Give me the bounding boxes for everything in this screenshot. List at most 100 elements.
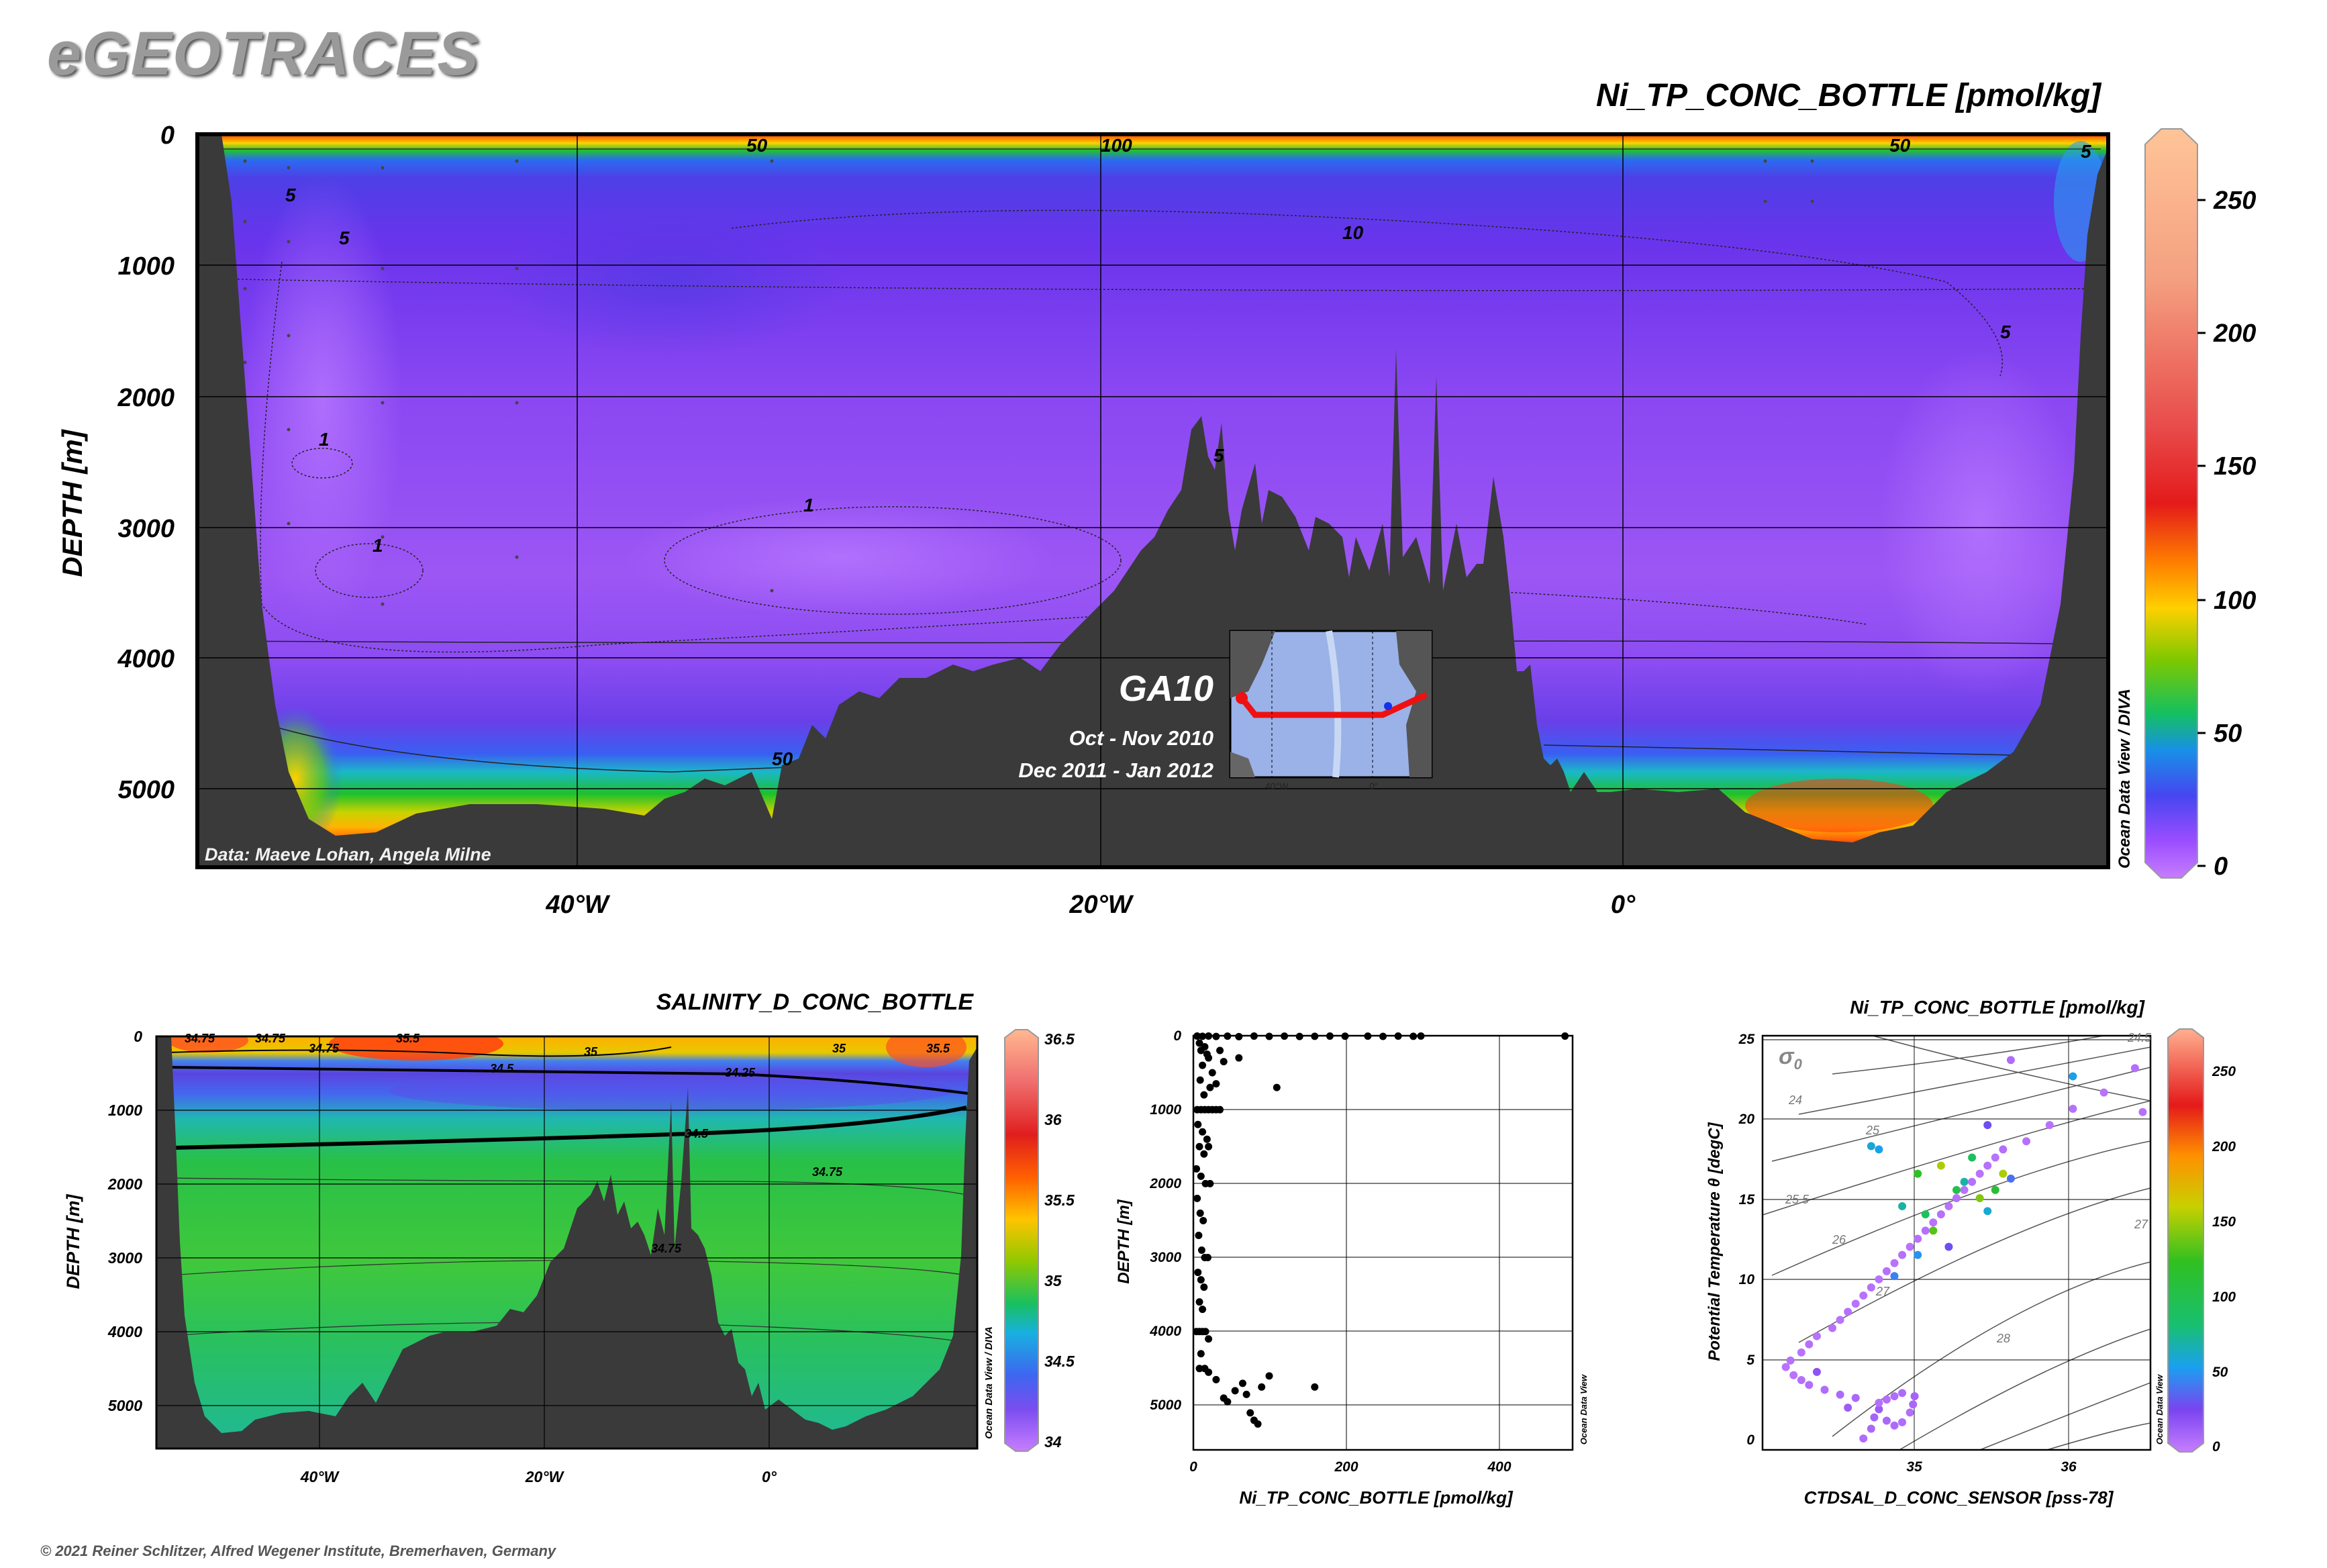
- data-point: [1914, 1234, 1922, 1243]
- data-point: [1205, 1142, 1213, 1150]
- contour-label: 5: [1214, 445, 1224, 466]
- data-point: [1859, 1291, 1868, 1300]
- data-point: [1254, 1420, 1262, 1428]
- sigma-label: σ0: [1779, 1044, 1803, 1073]
- data-point: [1199, 1216, 1207, 1224]
- data-point: [1936, 1210, 1945, 1219]
- data-point: [1975, 1169, 1984, 1178]
- data-point: [1999, 1145, 2008, 1154]
- contour-label: 35.5: [926, 1042, 950, 1055]
- data-point: [1206, 1083, 1214, 1091]
- contour-label: 34.25: [725, 1066, 756, 1079]
- data-point: [1224, 1398, 1232, 1406]
- data-point: [1193, 1194, 1201, 1202]
- y-axis-label: DEPTH [m]: [63, 1193, 83, 1289]
- data-point: [1281, 1032, 1289, 1040]
- data-point: [1196, 1076, 1204, 1084]
- y-tick-label: 4000: [1149, 1324, 1181, 1339]
- data-point: [1194, 1269, 1202, 1277]
- data-point: [1960, 1177, 1969, 1186]
- contour-label: 34.75: [812, 1165, 843, 1179]
- data-point: [1844, 1404, 1852, 1412]
- odv-note: Ocean Data View: [1579, 1374, 1589, 1444]
- inset-period-1: Oct - Nov 2010: [1069, 726, 1214, 750]
- data-point: [1820, 1385, 1829, 1394]
- data-point: [1193, 1165, 1201, 1173]
- data-point: [1851, 1393, 1860, 1402]
- y-tick-label: 0: [1746, 1432, 1754, 1448]
- data-point: [1789, 1371, 1798, 1379]
- data-point: [1968, 1153, 1977, 1162]
- data-point: [1812, 1332, 1821, 1340]
- y-tick-label: 1000: [108, 1101, 142, 1119]
- data-point: [1201, 1328, 1209, 1336]
- x-tick-label: 400: [1487, 1459, 1511, 1475]
- contour-label: 35: [584, 1045, 598, 1059]
- x-tick-label: 20°W: [1069, 891, 1134, 919]
- data-point: [1882, 1267, 1891, 1275]
- data-point: [1242, 1390, 1250, 1398]
- y-tick-label: 4000: [117, 645, 175, 673]
- data-point: [1561, 1032, 1569, 1040]
- main-section-chart: 50 100 50 5 5 5 10 5 1 1 1 5 50 0 1000 2…: [56, 78, 2256, 919]
- data-point: [1265, 1032, 1273, 1040]
- data-point: [1417, 1032, 1425, 1040]
- data-point: [1246, 1409, 1254, 1417]
- data-point: [1220, 1058, 1228, 1066]
- contour-label: 35.5: [396, 1032, 420, 1045]
- data-point: [1193, 1032, 1201, 1040]
- data-point: [1326, 1032, 1334, 1040]
- y-axis-label: DEPTH [m]: [56, 428, 88, 577]
- colorbar-tick-label: 34: [1044, 1433, 1062, 1451]
- data-point: [2045, 1121, 2054, 1130]
- data-point: [1909, 1400, 1918, 1409]
- data-point: [1203, 1050, 1211, 1059]
- data-point: [1905, 1408, 1914, 1417]
- data-credit: Data: Maeve Lohan, Angela Milne: [205, 844, 491, 865]
- data-point: [1199, 1306, 1207, 1314]
- isopycnal-label: 25.5: [1785, 1193, 1810, 1206]
- data-point: [1898, 1202, 1907, 1211]
- data-point: [1890, 1272, 1899, 1281]
- y-tick-label: 2000: [107, 1175, 142, 1193]
- data-point: [1205, 1335, 1213, 1343]
- y-tick-label: 3000: [1150, 1250, 1181, 1265]
- data-point: [1952, 1193, 1961, 1202]
- data-point: [1805, 1340, 1814, 1349]
- x-axis-label: CTDSAL_D_CONC_SENSOR [pss-78]: [1804, 1487, 2114, 1508]
- data-point: [2069, 1072, 2077, 1081]
- data-point: [1197, 1246, 1205, 1255]
- data-point: [1195, 1231, 1203, 1239]
- data-point: [1199, 1128, 1207, 1136]
- colorbar-tick-label: 0: [2214, 852, 2228, 881]
- data-point: [1875, 1145, 1883, 1154]
- data-point: [1311, 1383, 1319, 1391]
- data-point: [1898, 1389, 1907, 1398]
- y-tick-label: 5000: [1150, 1398, 1181, 1413]
- y-tick-label: 3000: [117, 515, 175, 543]
- data-point: [1991, 1185, 1999, 1194]
- data-point: [1890, 1259, 1899, 1267]
- colorbar-tick-label: 36.5: [1044, 1030, 1075, 1048]
- colorbar-tick-label: 100: [2214, 587, 2256, 615]
- colorbar-tick-label: 150: [2212, 1214, 2236, 1230]
- x-tick-label: 0: [1189, 1459, 1197, 1475]
- y-axis-label: DEPTH [m]: [1115, 1199, 1133, 1283]
- data-point: [1205, 1368, 1213, 1376]
- data-point: [1828, 1324, 1837, 1332]
- data-point: [1867, 1424, 1875, 1433]
- contour-label: 50: [772, 748, 793, 769]
- data-point: [2022, 1137, 2031, 1146]
- y-tick-label: 3000: [108, 1249, 142, 1267]
- isopycnal-label: 25: [1865, 1124, 1880, 1137]
- data-point: [2138, 1108, 2147, 1116]
- main-section-title: Ni_TP_CONC_BOTTLE [pmol/kg]: [1596, 78, 2102, 113]
- x-tick-label: 0°: [1611, 891, 1636, 919]
- y-tick-label: 25: [1738, 1032, 1755, 1047]
- data-point: [1797, 1348, 1805, 1357]
- colorbar-tick-label: 35.5: [1044, 1191, 1075, 1209]
- isopycnal-label: 26: [1832, 1233, 1846, 1246]
- data-point: [1812, 1367, 1821, 1376]
- data-point: [2006, 1174, 2015, 1183]
- contour-label: 34.75: [309, 1042, 340, 1055]
